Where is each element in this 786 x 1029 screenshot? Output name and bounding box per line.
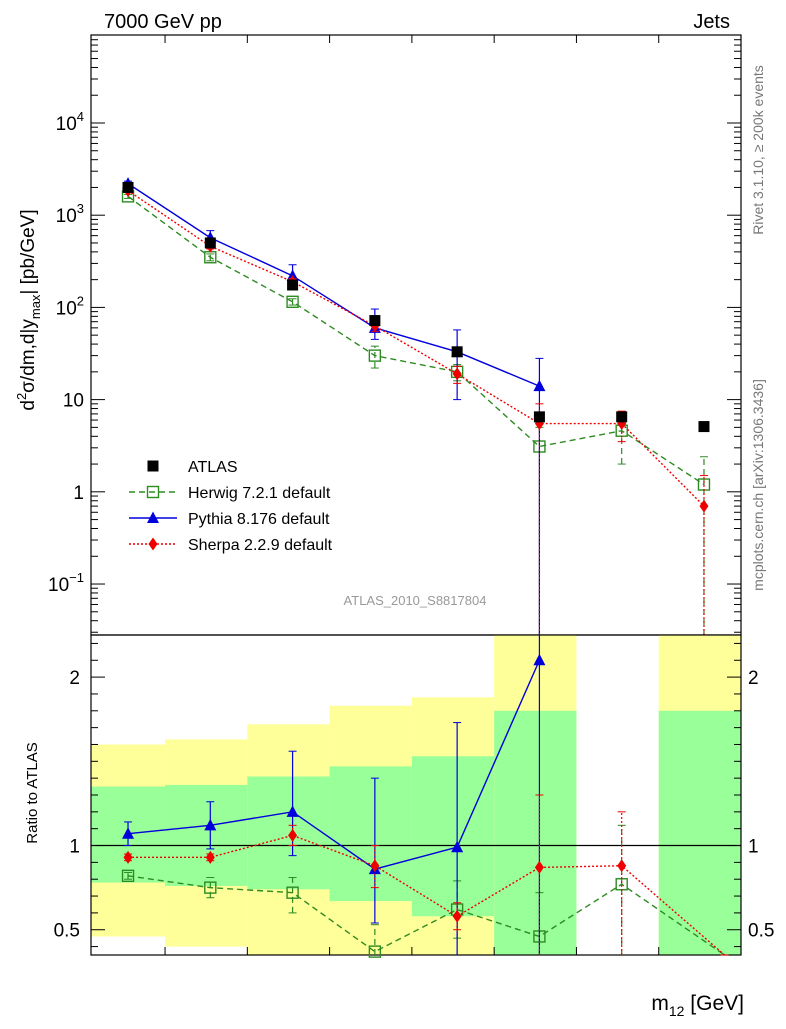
ratio-sherpa-point [534, 860, 544, 874]
ratio-pythia-point [204, 818, 217, 831]
main-herwig-point [286, 295, 299, 309]
ratio-band-inner [247, 776, 330, 890]
ratio-pythia-point [533, 653, 546, 666]
analysis-watermark: ATLAS_2010_S8817804 [344, 593, 487, 608]
legend-label-sherpa: Sherpa 2.2.9 default [188, 537, 333, 554]
ratio-herwig-point [286, 886, 299, 899]
ratio-y-tick-label-left: 2 [69, 668, 80, 689]
ratio-herwig-point [121, 869, 135, 883]
main-y-tick-label: 10 [63, 391, 84, 412]
main-atlas-point [204, 237, 216, 249]
header-right: Jets [693, 11, 730, 33]
main-atlas-point [122, 181, 134, 193]
ratio-band-inner [165, 784, 248, 886]
ratio-y-tick-label-left: 1 [69, 837, 80, 858]
legend-marker-herwig [146, 485, 160, 499]
main-atlas-point [451, 346, 463, 358]
ratio-y-tick-label-left: 0.5 [54, 921, 80, 942]
main-y-tick-label: 102 [56, 293, 84, 319]
main-sherpa-point [452, 367, 462, 381]
legend-label-herwig: Herwig 7.2.1 default [188, 485, 331, 502]
ratio-herwig-line [127, 875, 725, 956]
ratio-pythia-line [127, 659, 541, 870]
ratio-sherpa-point [288, 828, 298, 842]
ratio-band-inner [494, 710, 577, 955]
ratio-herwig-point [368, 945, 382, 958]
main-herwig-point [368, 349, 382, 362]
main-pythia-point [286, 269, 299, 281]
main-pythia-point [533, 379, 546, 392]
legend-marker-sherpa [148, 537, 158, 551]
ratio-pythia-point [451, 840, 464, 853]
ratio-band-inner [411, 756, 495, 917]
legend-label-atlas: ATLAS [188, 459, 238, 476]
mcplots-label: mcplots.cern.ch [arXiv:1306.3436] [750, 379, 766, 591]
main-panel: 10−1 1 10 102 103 104 [48, 34, 742, 636]
main-atlas-point [533, 411, 545, 423]
legend-marker-atlas [147, 460, 159, 472]
main-atlas-point [369, 315, 381, 327]
ratio-y-axis-label: Ratio to ATLAS [24, 742, 41, 843]
ratio-sherpa-point [617, 859, 627, 873]
legend-label-pythia: Pythia 8.176 default [188, 511, 330, 528]
main-atlas-point [698, 421, 710, 433]
main-y-tick-label: 1 [73, 483, 84, 504]
ratio-sherpa-point [123, 850, 133, 864]
ratio-pythia-point [286, 805, 299, 817]
main-sherpa-line [127, 189, 705, 507]
ratio-panel: 0.5 0.5 1 1 2 2 [54, 634, 774, 958]
ratio-pythia-point [122, 827, 135, 839]
main-y-tick-label: 104 [56, 109, 84, 135]
ratio-sherpa-line [128, 834, 726, 956]
ratio-y-tick-label-right: 2 [748, 668, 759, 689]
legend-marker-pythia [147, 511, 159, 523]
ratio-sherpa-point [452, 909, 462, 923]
legend: ATLAS Herwig 7.2.1 default Pythia 8.176 de… [129, 459, 333, 554]
ratio-herwig-point [204, 881, 217, 894]
rivet-label: Rivet 3.1.10, ≥ 200k events [750, 65, 766, 235]
main-y-tick-label: 10−1 [48, 570, 84, 596]
main-atlas-point [616, 411, 628, 423]
main-y-tick-label: 103 [56, 201, 84, 227]
main-sherpa-point [699, 499, 709, 513]
ratio-y-tick-label-right: 1 [748, 837, 759, 858]
ratio-band-inner [658, 710, 741, 955]
ratio-band-inner [329, 766, 412, 902]
ratio-sherpa-point [205, 850, 215, 864]
ratio-y-tick-label-right: 0.5 [748, 921, 774, 942]
x-axis-label: m12 [GeV] [651, 992, 744, 1019]
main-y-axis-label: d2σ/dm,d|ymax| [pb/GeV] [14, 209, 43, 410]
ratio-sherpa-point [370, 859, 380, 873]
main-atlas-point [287, 279, 299, 291]
header-left: 7000 GeV pp [104, 11, 222, 33]
main-pythia-line [127, 183, 540, 387]
